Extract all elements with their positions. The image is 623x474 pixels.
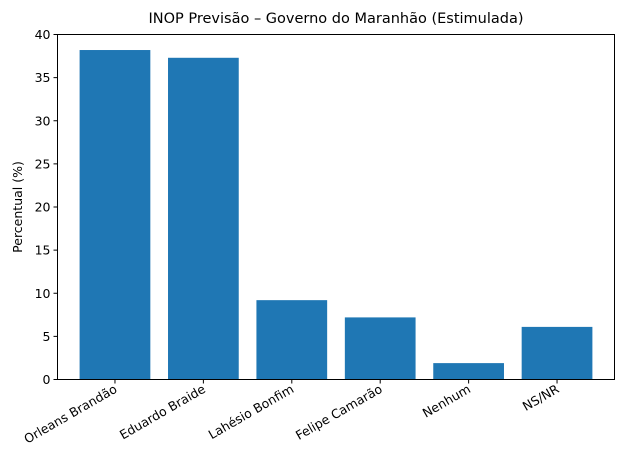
plot-frame bbox=[57, 34, 615, 380]
y-tick-label: 35 bbox=[35, 70, 51, 85]
x-tick-label: Lahésio Bonfim bbox=[206, 381, 297, 442]
y-tick-label: 25 bbox=[35, 156, 51, 171]
x-tick-label: NS/NR bbox=[520, 381, 562, 414]
y-tick-label: 20 bbox=[35, 200, 51, 215]
x-tick-label: Felipe Camarão bbox=[293, 381, 385, 443]
bar-5 bbox=[521, 326, 593, 380]
bars-group bbox=[79, 50, 593, 380]
y-axis-label: Percentual (%) bbox=[10, 161, 25, 253]
bar-1 bbox=[168, 57, 239, 380]
bar-2 bbox=[256, 300, 328, 380]
y-tick-label: 0 bbox=[43, 372, 51, 387]
y-tick-label: 15 bbox=[35, 243, 51, 258]
chart-title: INOP Previsão – Governo do Maranhão (Est… bbox=[148, 11, 523, 27]
bar-0 bbox=[79, 50, 151, 380]
y-axis-ticks: 0 5 10 15 20 25 30 35 40 bbox=[35, 27, 58, 387]
bar-4 bbox=[433, 363, 504, 380]
x-tick-label: Nenhum bbox=[420, 381, 473, 420]
bar-3 bbox=[344, 317, 416, 380]
y-tick-label: 5 bbox=[43, 329, 51, 344]
y-tick-label: 40 bbox=[35, 27, 51, 42]
x-tick-label: Orleans Brandão bbox=[21, 381, 119, 446]
y-tick-label: 10 bbox=[35, 286, 51, 301]
y-tick-label: 30 bbox=[35, 113, 51, 128]
x-tick-label: Eduardo Braide bbox=[117, 381, 208, 442]
